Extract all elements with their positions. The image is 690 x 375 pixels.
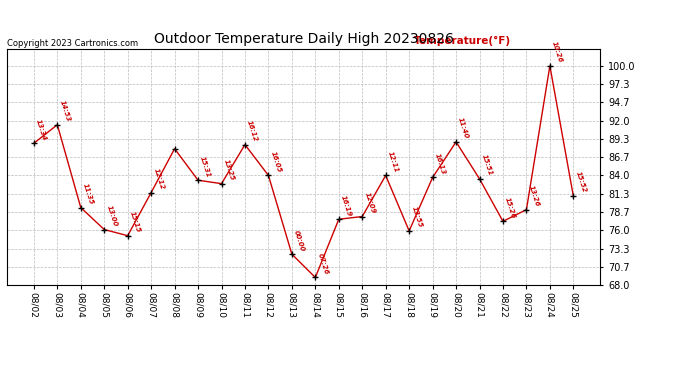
Text: 15:52: 15:52 bbox=[575, 171, 587, 194]
Text: 00:00: 00:00 bbox=[293, 229, 306, 252]
Text: 15:15: 15:15 bbox=[129, 211, 141, 234]
Text: 13:55: 13:55 bbox=[411, 206, 423, 229]
Text: 15:51: 15:51 bbox=[481, 154, 493, 177]
Text: 13:00: 13:00 bbox=[106, 204, 118, 228]
Text: 12:11: 12:11 bbox=[387, 150, 400, 173]
Text: Temperature(°F): Temperature(°F) bbox=[413, 36, 511, 46]
Text: 10:26: 10:26 bbox=[551, 41, 564, 64]
Text: 11:40: 11:40 bbox=[457, 117, 470, 140]
Text: Copyright 2023 Cartronics.com: Copyright 2023 Cartronics.com bbox=[7, 39, 138, 48]
Text: 12:09: 12:09 bbox=[364, 192, 376, 214]
Text: 13:26: 13:26 bbox=[528, 184, 540, 208]
Text: 16:12: 16:12 bbox=[246, 120, 259, 142]
Text: 16:13: 16:13 bbox=[434, 152, 446, 176]
Text: 13:34: 13:34 bbox=[35, 118, 48, 141]
Text: 16:05: 16:05 bbox=[270, 150, 282, 173]
Text: 16:19: 16:19 bbox=[340, 194, 353, 217]
Title: Outdoor Temperature Daily High 20230826: Outdoor Temperature Daily High 20230826 bbox=[154, 32, 453, 46]
Text: 11:35: 11:35 bbox=[82, 183, 95, 206]
Text: 15:31: 15:31 bbox=[199, 155, 212, 178]
Text: 15:26: 15:26 bbox=[504, 196, 517, 219]
Text: 13:25: 13:25 bbox=[223, 159, 235, 182]
Text: 07:26: 07:26 bbox=[317, 252, 329, 275]
Text: 12:12: 12:12 bbox=[152, 168, 165, 190]
Text: 14:53: 14:53 bbox=[59, 100, 71, 123]
